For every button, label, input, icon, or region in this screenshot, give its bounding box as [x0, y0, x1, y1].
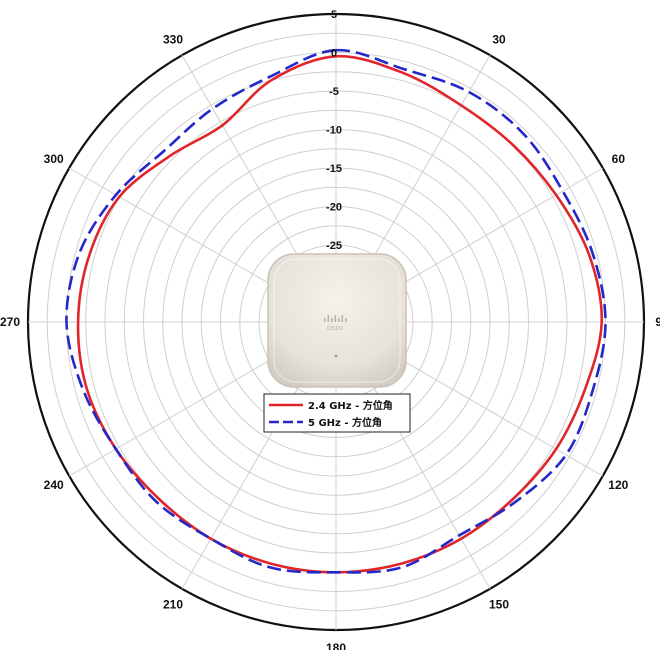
series-layer: [65, 48, 607, 574]
radial-tick-label: -15: [326, 163, 342, 175]
series-line-5ghz: [65, 48, 607, 574]
axis-labels: 30 60 90 120 150 180 210 240 270 300 330 5 0 -5 -10 -15…: [0, 9, 660, 650]
angle-tick-label: 60: [612, 152, 626, 166]
angle-tick-label: 210: [163, 597, 183, 611]
radial-tick-label: 5: [331, 9, 337, 21]
cisco-logo: cisco: [324, 315, 347, 332]
angle-tick-label: 120: [608, 478, 628, 492]
angle-tick-label: 330: [163, 33, 183, 47]
angle-tick-label: 270: [0, 315, 20, 329]
status-led: [334, 354, 338, 358]
radial-tick-label: -10: [326, 125, 342, 137]
radial-tick-label: -5: [329, 86, 339, 98]
legend-label-2-4ghz: 2.4 GHz - 方位角: [308, 399, 393, 412]
angle-tick-label: 150: [489, 597, 509, 611]
angle-tick-label: 30: [492, 33, 506, 47]
angle-tick-label: 90: [655, 315, 660, 329]
cisco-logo-text: cisco: [327, 325, 343, 332]
angle-tick-label: 180: [326, 641, 346, 650]
legend-label-5ghz: 5 GHz - 方位角: [308, 416, 382, 429]
legend-box: [263, 393, 411, 433]
radial-tick-label: -20: [326, 202, 342, 214]
angle-tick-label: 300: [44, 152, 64, 166]
radial-tick-label: 0: [331, 48, 337, 60]
angle-tick-label: 240: [44, 478, 64, 492]
legend: 2.4 GHz - 方位角 5 GHz - 方位角: [263, 393, 411, 433]
radial-tick-label: -25: [326, 240, 342, 252]
access-point-image: cisco: [267, 253, 407, 388]
